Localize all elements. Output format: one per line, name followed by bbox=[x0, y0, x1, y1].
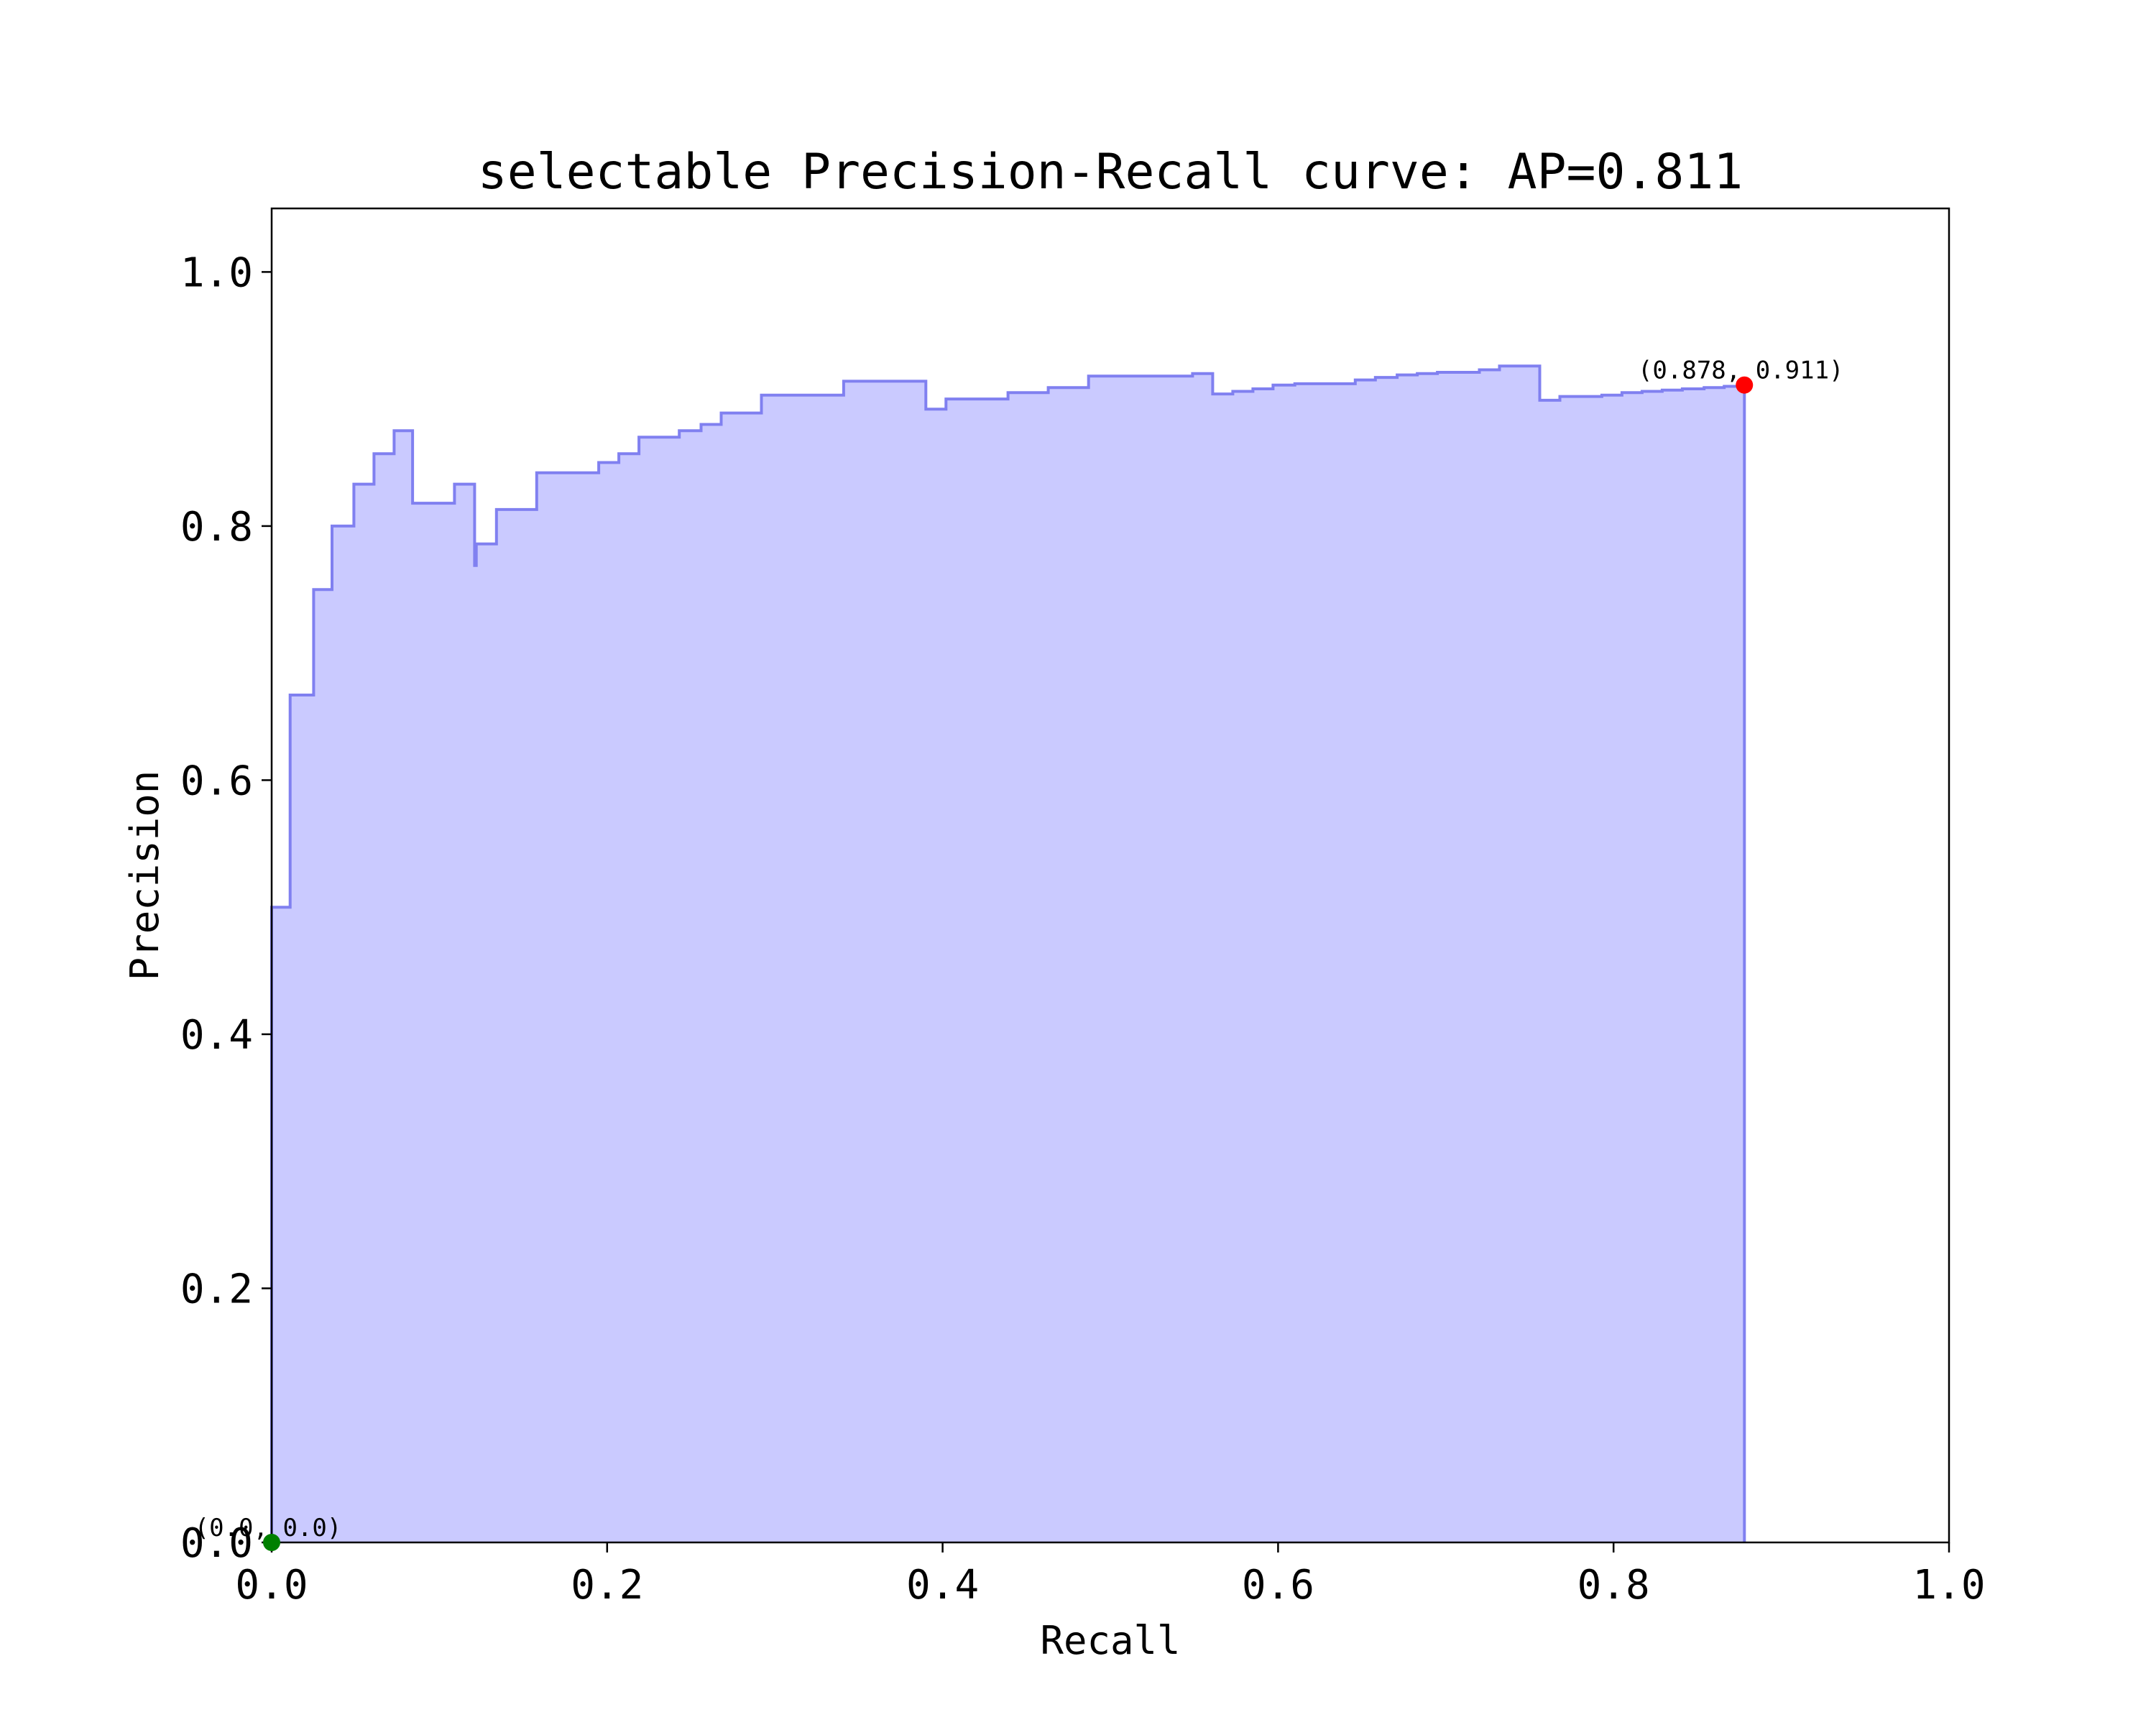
y-tick-label: 0.6 bbox=[180, 758, 253, 804]
y-tick-label: 1.0 bbox=[180, 249, 253, 296]
x-tick-label: 0.2 bbox=[571, 1562, 643, 1609]
y-tick-label: 0.0 bbox=[180, 1520, 253, 1567]
y-axis: 0.0 0.2 0.4 0.6 0.8 1.0 bbox=[180, 249, 272, 1567]
y-tick-label: 0.4 bbox=[180, 1012, 253, 1059]
pr-curve-line bbox=[270, 364, 1746, 1542]
x-tick-label: 1.0 bbox=[1912, 1562, 1985, 1609]
x-axis-label: Recall bbox=[1040, 1618, 1180, 1663]
plot-area bbox=[270, 364, 1746, 1543]
x-tick-label: 0.0 bbox=[235, 1562, 308, 1609]
annotations: (0.0, 0.0) (0.878, 0.911) bbox=[195, 356, 1844, 1551]
x-axis: 0.0 0.2 0.4 0.6 0.8 1.0 bbox=[235, 1542, 1986, 1609]
x-tick-label: 0.8 bbox=[1577, 1562, 1650, 1609]
chart-title: selectable Precision-Recall curve: AP=0.… bbox=[478, 144, 1743, 201]
start-point-label: (0.0, 0.0) bbox=[195, 1514, 342, 1542]
start-point-marker bbox=[263, 1534, 280, 1551]
x-tick-label: 0.6 bbox=[1242, 1562, 1314, 1609]
pr-curve-fill bbox=[272, 366, 1745, 1543]
y-axis-label: Precision bbox=[122, 770, 167, 981]
end-point-marker bbox=[1736, 376, 1754, 394]
end-point-label: (0.878, 0.911) bbox=[1638, 356, 1844, 385]
y-tick-label: 0.8 bbox=[180, 504, 253, 551]
y-tick-label: 0.2 bbox=[180, 1266, 253, 1312]
axes-frame bbox=[270, 207, 1950, 1544]
x-tick-label: 0.4 bbox=[906, 1562, 979, 1609]
